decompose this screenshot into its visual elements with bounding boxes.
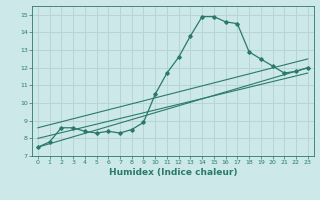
X-axis label: Humidex (Indice chaleur): Humidex (Indice chaleur) — [108, 168, 237, 177]
